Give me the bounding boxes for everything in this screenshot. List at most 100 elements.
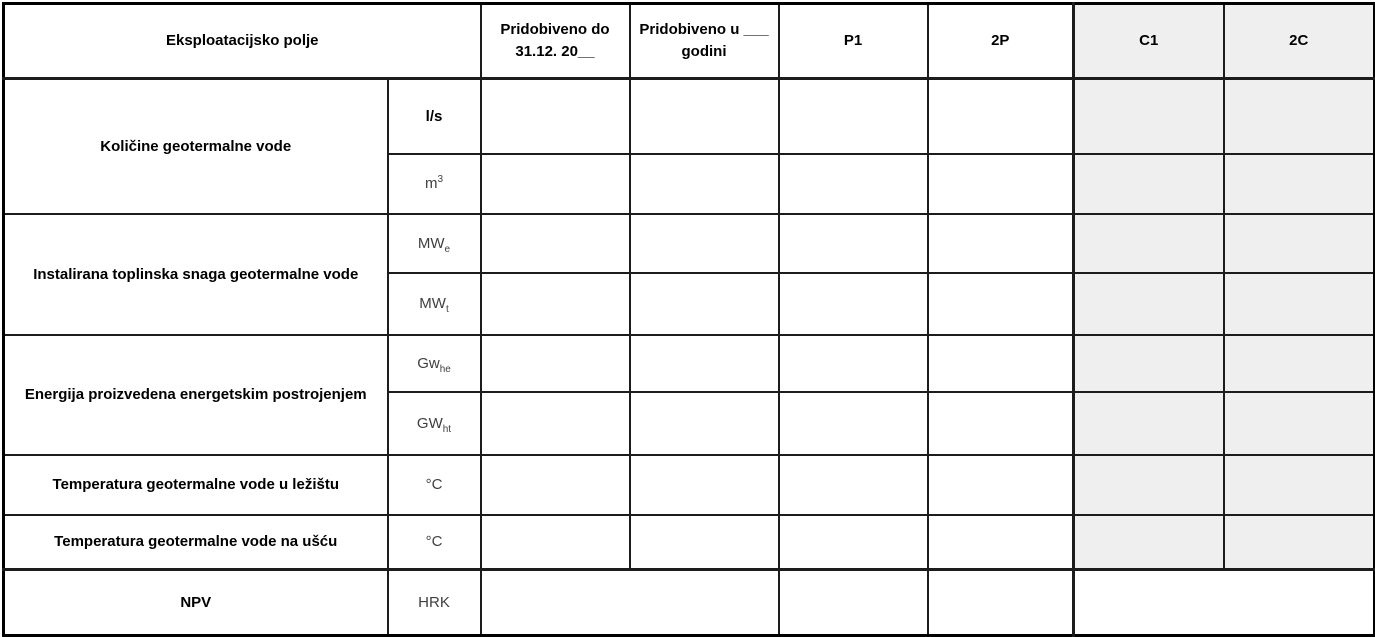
unit-text: MW bbox=[419, 295, 446, 312]
data-cell bbox=[628, 77, 780, 155]
data-cell-c1 bbox=[1072, 272, 1225, 336]
unit-text: GW bbox=[416, 414, 443, 432]
row-energy-gwhe: Energija proizvedena energetskim postroj… bbox=[2, 333, 1375, 456]
data-cell-2c bbox=[1222, 153, 1375, 215]
data-cell-c1 bbox=[1072, 153, 1225, 215]
header-cell-p1: P1 bbox=[777, 2, 929, 80]
data-cell bbox=[479, 333, 631, 393]
hatched-cell-produced bbox=[479, 568, 780, 637]
row-label-temp-wellhead: Temperatura geotermalne vode na ušću bbox=[2, 513, 389, 571]
unit-text: MW bbox=[417, 234, 445, 252]
data-cell-2c bbox=[1222, 212, 1375, 274]
data-cell-2c bbox=[1222, 513, 1375, 571]
data-cell bbox=[926, 272, 1075, 336]
data-cell-2c bbox=[1222, 333, 1375, 393]
unit-subscript: he bbox=[439, 363, 451, 375]
data-cell-c1 bbox=[1072, 513, 1225, 571]
row-quantities-ls: Količine geotermalne vode l/s bbox=[2, 77, 1375, 215]
unit-subscript: t bbox=[445, 304, 449, 315]
hatched-cell-contingent bbox=[1072, 568, 1375, 637]
row-label-npv: NPV bbox=[2, 568, 389, 637]
data-cell bbox=[777, 153, 929, 215]
row-label-installed-power: Instalirana toplinska snaga geotermalne … bbox=[2, 212, 389, 336]
data-cell-c1 bbox=[1072, 453, 1225, 516]
data-cell bbox=[777, 453, 929, 516]
unit-cell-m3: m3 bbox=[386, 153, 482, 215]
header-cell-2p: 2P bbox=[926, 2, 1075, 80]
header-produced-to-line2: 31.12. 20__ bbox=[515, 43, 595, 60]
data-cell bbox=[926, 568, 1075, 637]
data-cell-2c bbox=[1222, 272, 1375, 336]
header-produced-to-line1: Pridobiveno do bbox=[500, 21, 610, 39]
data-cell bbox=[628, 212, 780, 274]
header-cell-c1: C1 bbox=[1072, 2, 1225, 80]
data-cell bbox=[479, 153, 631, 215]
data-cell-2c bbox=[1222, 453, 1375, 516]
unit-text: Gw bbox=[417, 354, 440, 372]
unit-subscript: ht bbox=[442, 423, 452, 435]
unit-subscript: e bbox=[444, 243, 451, 255]
data-cell-c1 bbox=[1072, 77, 1225, 155]
data-cell bbox=[777, 513, 929, 571]
row-label-energy-produced: Energija proizvedena energetskim postroj… bbox=[2, 333, 389, 456]
header-produced-in-line2: godini bbox=[681, 43, 727, 60]
data-cell bbox=[926, 212, 1075, 274]
unit-text: °C bbox=[425, 533, 443, 551]
data-cell bbox=[777, 272, 929, 336]
row-quantities-m3: m3 bbox=[4, 153, 1375, 215]
data-cell bbox=[479, 77, 631, 155]
data-cell-2c bbox=[1222, 77, 1375, 155]
unit-cell-celsius-reservoir: °C bbox=[386, 453, 482, 516]
data-cell bbox=[479, 212, 631, 274]
unit-cell-hrk: HRK bbox=[386, 568, 482, 637]
row-temp-wellhead: Temperatura geotermalne vode na ušću °C bbox=[2, 513, 1375, 571]
data-cell-c1 bbox=[1072, 212, 1225, 274]
data-cell-2c bbox=[1222, 391, 1375, 456]
unit-text: °C bbox=[425, 476, 443, 493]
data-cell bbox=[479, 513, 631, 571]
data-cell bbox=[628, 333, 780, 393]
data-cell bbox=[777, 333, 929, 393]
data-cell bbox=[479, 272, 631, 336]
data-cell bbox=[628, 391, 780, 456]
data-cell bbox=[926, 453, 1075, 516]
unit-cell-ls: l/s bbox=[386, 77, 482, 155]
table-header-row: Eksploatacijsko polje Pridobiveno do 31.… bbox=[2, 2, 1375, 80]
unit-cell-gwhe: Gwhe bbox=[386, 333, 482, 393]
row-label-temp-reservoir: Temperatura geotermalne vode u ležištu bbox=[2, 453, 389, 516]
row-energy-gwht: GWht bbox=[4, 391, 1375, 456]
data-cell bbox=[777, 391, 929, 456]
header-produced-in-line1: Pridobiveno u ___ bbox=[639, 21, 769, 39]
data-cell bbox=[926, 513, 1075, 571]
unit-text: l/s bbox=[425, 107, 443, 125]
header-cell-produced-in: Pridobiveno u ___ godini bbox=[628, 2, 780, 80]
unit-cell-mwt: MWt bbox=[386, 272, 482, 336]
data-cell bbox=[777, 568, 929, 637]
data-cell bbox=[479, 453, 631, 516]
row-npv: NPV HRK bbox=[2, 568, 1375, 637]
header-cell-produced-to: Pridobiveno do 31.12. 20__ bbox=[479, 2, 631, 80]
data-cell bbox=[777, 77, 929, 155]
header-cell-2c: 2C bbox=[1222, 2, 1375, 80]
data-cell-c1 bbox=[1072, 333, 1225, 393]
data-cell bbox=[628, 453, 780, 516]
row-power-mwe: Instalirana toplinska snaga geotermalne … bbox=[2, 212, 1375, 336]
data-cell bbox=[926, 77, 1075, 155]
unit-cell-mwe: MWe bbox=[386, 212, 482, 274]
unit-cell-celsius-wellhead: °C bbox=[386, 513, 482, 571]
data-cell-c1 bbox=[1072, 391, 1225, 456]
data-cell bbox=[926, 153, 1075, 215]
data-cell bbox=[777, 212, 929, 274]
data-cell bbox=[926, 333, 1075, 393]
row-label-quantities: Količine geotermalne vode bbox=[2, 77, 389, 215]
data-cell bbox=[628, 272, 780, 336]
data-cell bbox=[926, 391, 1075, 456]
unit-cell-gwht: GWht bbox=[386, 391, 482, 456]
row-temp-reservoir: Temperatura geotermalne vode u ležištu °… bbox=[2, 453, 1375, 516]
data-cell bbox=[479, 391, 631, 456]
unit-text: m bbox=[424, 175, 438, 192]
data-cell bbox=[628, 153, 780, 215]
header-cell-field: Eksploatacijsko polje bbox=[2, 2, 482, 80]
